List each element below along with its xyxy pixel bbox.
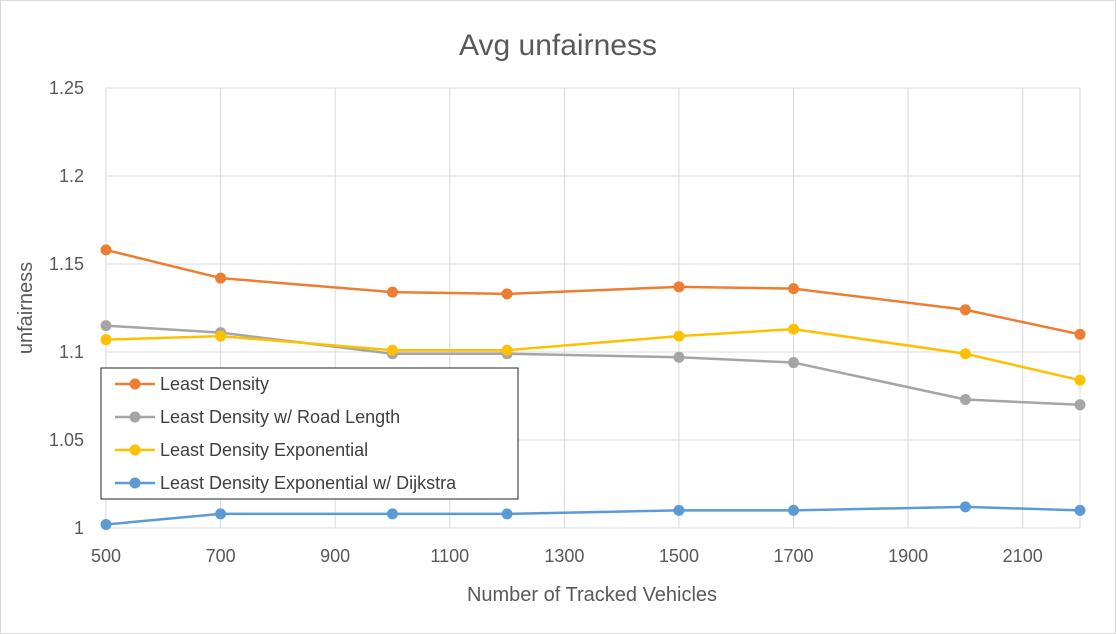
y-tick-label: 1: [74, 518, 84, 538]
y-axis-ticks: 1 1.05 1.1 1.15 1.2 1.25: [49, 78, 84, 538]
data-point: [673, 504, 685, 516]
legend-swatch-marker: [129, 378, 141, 390]
data-point: [215, 330, 227, 342]
data-point: [1074, 504, 1086, 516]
x-tick-label: 1100: [430, 546, 469, 566]
series-line: [105, 327, 1081, 382]
legend-label: Least Density Exponential w/ Dijkstra: [160, 473, 457, 493]
y-tick-label: 1.2: [59, 166, 84, 186]
data-point: [100, 320, 112, 332]
data-point: [100, 334, 112, 346]
legend-label: Least Density Exponential: [160, 440, 368, 460]
legend-swatch-marker: [129, 444, 141, 456]
series-group: [100, 244, 1086, 530]
x-tick-label: 700: [206, 546, 236, 566]
data-point: [788, 323, 800, 335]
data-point: [215, 508, 227, 520]
data-point: [215, 272, 227, 284]
y-tick-label: 1.25: [49, 78, 84, 98]
x-tick-label: 1300: [544, 546, 584, 566]
data-point: [788, 504, 800, 516]
data-point: [959, 304, 971, 316]
data-point: [501, 288, 513, 300]
x-tick-label: 2100: [1003, 546, 1043, 566]
data-point: [100, 244, 112, 256]
data-point: [501, 508, 513, 520]
data-point: [1074, 374, 1086, 386]
x-tick-label: 500: [91, 546, 121, 566]
y-axis-title: unfairness: [15, 262, 37, 354]
data-point: [1074, 328, 1086, 340]
chart-title: Avg unfairness: [459, 29, 657, 62]
legend-swatch-marker: [129, 411, 141, 423]
data-point: [788, 283, 800, 295]
y-tick-label: 1.05: [49, 430, 84, 450]
legend-label: Least Density: [160, 374, 269, 394]
y-tick-label: 1.15: [49, 254, 84, 274]
x-axis-title: Number of Tracked Vehicles: [467, 584, 717, 606]
x-tick-label: 1500: [659, 546, 699, 566]
x-tick-label: 900: [320, 546, 350, 566]
legend: Least Density Least Density w/ Road Lengt…: [100, 367, 519, 500]
y-tick-label: 1.1: [59, 342, 84, 362]
data-point: [673, 351, 685, 363]
x-axis-ticks: 500 700 900 1100 1300 1500 1700 1900 2100: [91, 546, 1043, 566]
data-point: [673, 281, 685, 293]
x-tick-label: 1900: [888, 546, 928, 566]
legend-swatch-marker: [129, 477, 141, 489]
legend-label: Least Density w/ Road Length: [160, 407, 400, 427]
data-point: [959, 394, 971, 406]
data-point: [501, 344, 513, 356]
data-point: [1074, 399, 1086, 411]
data-point: [386, 508, 398, 520]
data-point: [959, 348, 971, 360]
x-tick-label: 1700: [774, 546, 814, 566]
data-point: [100, 518, 112, 530]
data-point: [673, 330, 685, 342]
data-point: [788, 357, 800, 369]
series-line: [105, 505, 1081, 526]
legend-box: [100, 367, 519, 500]
series-line: [105, 324, 1081, 407]
data-point: [386, 344, 398, 356]
data-point: [959, 501, 971, 513]
series-line: [105, 248, 1081, 336]
data-point: [386, 286, 398, 298]
